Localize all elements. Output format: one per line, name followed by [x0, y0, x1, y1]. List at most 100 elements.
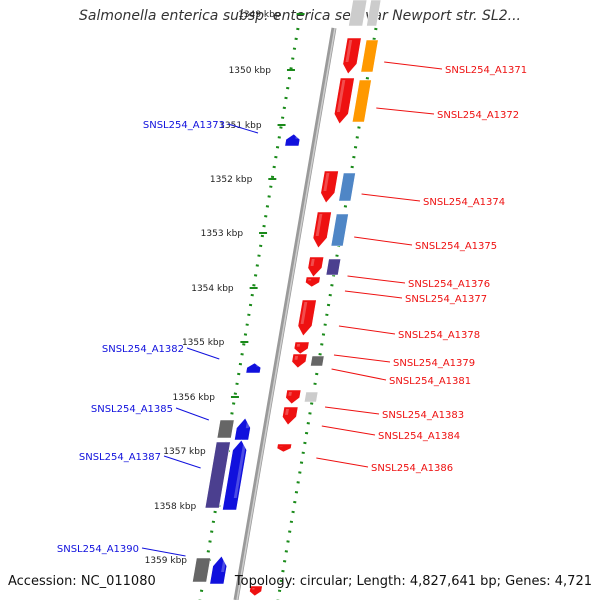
gene-leader-line [331, 368, 387, 381]
gene-leader-line [354, 236, 413, 246]
forward-gene-label: SNSL254_A1378 [398, 330, 480, 341]
forward-gene-label: SNSL254_A1379 [393, 358, 475, 369]
gene-leader-line [325, 406, 380, 415]
reverse-gene-label: SNSL254_A1390 [57, 544, 139, 555]
reverse-gene-label: SNSL254_A1387 [79, 452, 161, 463]
gene-arrow-shape [342, 37, 362, 75]
cog-category-box [351, 79, 372, 123]
gene-leader-line [141, 547, 186, 557]
gene-leader-line [384, 61, 443, 70]
forward-gene-arrow [305, 276, 321, 288]
forward-gene-label: SNSL254_A1383 [382, 410, 464, 421]
gene-leader-line [361, 193, 421, 202]
gene-arrow-shine [256, 365, 260, 367]
reverse-gene-arrow [234, 417, 251, 441]
gene-leader-line [376, 107, 435, 115]
cog-category-box [204, 441, 231, 509]
gene-arrow-shape [285, 389, 302, 405]
gene-arrow-shape [305, 276, 321, 288]
forward-gene-arrow [291, 353, 308, 369]
gene-arrow-shine [288, 392, 292, 396]
kbp-tick: 1352 kbp [210, 175, 277, 185]
gene-leader-line [338, 325, 396, 335]
reverse-gene-label: SNSL254_A1385 [91, 404, 173, 415]
kbp-tick: 1355 kbp [182, 338, 249, 348]
reverse-gene-arrow [209, 555, 228, 585]
topology-summary: Topology: circular; Length: 4,827,641 bp… [234, 574, 592, 589]
genome-backbone [233, 27, 337, 600]
kbp-label: 1349 kbp [238, 10, 281, 20]
forward-gene-arrow [307, 256, 325, 278]
gene-leader-line [347, 275, 406, 284]
forward-gene-arrow [312, 211, 332, 249]
forward-scale-line [276, 27, 378, 600]
reverse-gene-arrow [245, 362, 262, 374]
gene-arrow-shape [291, 353, 308, 369]
kbp-label: 1355 kbp [182, 338, 225, 348]
gene-leader-line [163, 455, 201, 469]
reverse-gene-arrow [284, 133, 301, 147]
gene-arrow-shine [295, 136, 299, 139]
accession-text: Accession: NC_011080 [8, 574, 156, 589]
forward-gene-label: SNSL254_A1381 [389, 376, 471, 387]
genome-backbone-highlight [236, 27, 336, 600]
kbp-label: 1350 kbp [229, 66, 272, 76]
gene-arrow-shine [308, 279, 312, 281]
forward-gene-label: SNSL254_A1386 [371, 463, 453, 474]
cog-category-box [216, 419, 235, 439]
reverse-gene-label: SNSL254_A1373 [143, 120, 225, 131]
kbp-label: 1358 kbp [154, 502, 197, 512]
cog-category-box [310, 355, 325, 367]
forward-gene-arrow [320, 170, 339, 204]
cog-category-box [360, 39, 379, 73]
forward-gene-arrow [342, 37, 362, 75]
gene-arrow-shape [297, 299, 317, 337]
gene-arrow-shape [222, 439, 248, 511]
forward-gene-label: SNSL254_A1372 [437, 110, 519, 121]
gene-leader-line [175, 407, 210, 421]
forward-gene-arrow [282, 406, 299, 426]
gene-arrow-shine [252, 588, 255, 590]
kbp-label: 1356 kbp [173, 393, 216, 403]
kbp-tick: 1354 kbp [191, 284, 258, 294]
gene-arrow-shape [209, 555, 228, 585]
cog-category-box [325, 258, 342, 276]
gene-arrow-shine [315, 214, 323, 236]
cog-category-box [192, 557, 211, 583]
gene-leader-line [186, 347, 220, 360]
gene-leader-line [333, 354, 391, 363]
gene-arrow-shape [333, 77, 355, 125]
gene-leader-line [316, 457, 369, 468]
gene-arrow-shine [336, 80, 346, 112]
reverse-gene-arrow [222, 439, 248, 511]
gene-arrow-shine [345, 40, 353, 62]
kbp-label: 1354 kbp [191, 284, 234, 294]
gene-arrow-shine [294, 356, 299, 360]
cog-category-box [303, 391, 319, 403]
kbp-tick: 1351 kbp [219, 121, 286, 131]
forward-gene-arrow [293, 341, 310, 355]
forward-gene-arrow [297, 299, 317, 337]
forward-gene-label: SNSL254_A1384 [378, 431, 460, 442]
gene-arrow-shine [296, 344, 301, 347]
gene-arrow-shape [276, 443, 293, 453]
kbp-label: 1357 kbp [163, 447, 206, 457]
gene-leader-line [227, 123, 259, 134]
cog-category-box [338, 172, 356, 202]
gene-arrow-shape [284, 133, 301, 147]
cog-category-box [348, 0, 368, 27]
gene-arrow-shape [245, 362, 262, 374]
forward-gene-arrow [333, 77, 355, 125]
gene-arrow-shape [312, 211, 332, 249]
gene-arrow-shine [300, 302, 308, 324]
cog-category-box [366, 0, 382, 27]
gene-arrow-shape [320, 170, 339, 204]
cog-category-box [330, 213, 349, 247]
kbp-label: 1353 kbp [201, 229, 244, 239]
forward-gene-arrow [276, 443, 293, 453]
kbp-tick: 1356 kbp [173, 393, 239, 403]
kbp-label: 1351 kbp [219, 121, 262, 131]
forward-gene-label: SNSL254_A1377 [405, 294, 487, 305]
